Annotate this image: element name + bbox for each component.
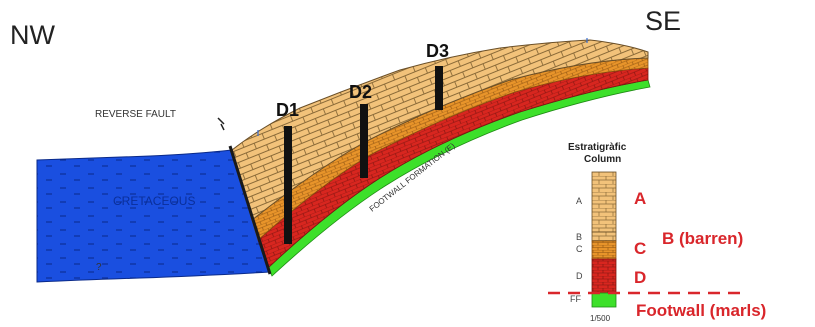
column-unit-b (591, 231, 617, 242)
legend-footwall: Footwall (marls) (636, 301, 766, 320)
column-unit-d (591, 258, 617, 294)
reverse-fault-line (228, 145, 272, 275)
fault-arrow-icon (217, 117, 225, 131)
column-label-d: D (576, 271, 583, 281)
dip-tick-icon (257, 38, 588, 136)
cretaceous-block (36, 149, 271, 283)
column-scale: 1/500 (590, 314, 611, 323)
drill-hole-d3 (435, 66, 443, 110)
legend-b: B (barren) (662, 229, 743, 248)
column-title-line1: Estratigràfic (568, 142, 627, 153)
legend-d: D (634, 268, 646, 287)
column-label-a: A (576, 196, 582, 206)
column-label-ff: FF (570, 294, 581, 304)
unknown-marker: ? (96, 262, 102, 273)
column-unit-ff (591, 292, 617, 308)
column-unit-a (591, 171, 617, 233)
direction-nw: NW (10, 20, 55, 50)
reverse-fault-label: REVERSE FAULT (95, 109, 176, 120)
legend-a: A (634, 189, 646, 208)
drill-label-d3: D3 (426, 41, 449, 61)
drill-label-d2: D2 (349, 82, 372, 102)
column-title-line2: Column (584, 154, 621, 165)
drill-hole-d2 (360, 104, 368, 178)
column-label-b: B (576, 232, 582, 242)
column-label-c: C (576, 244, 583, 254)
legend-c: C (634, 239, 646, 258)
drill-hole-d1 (284, 126, 292, 244)
column-unit-c (591, 240, 617, 260)
cretaceous-label: CRETACEOUS (113, 194, 195, 208)
drill-label-d1: D1 (276, 100, 299, 120)
direction-se: SE (645, 6, 681, 36)
